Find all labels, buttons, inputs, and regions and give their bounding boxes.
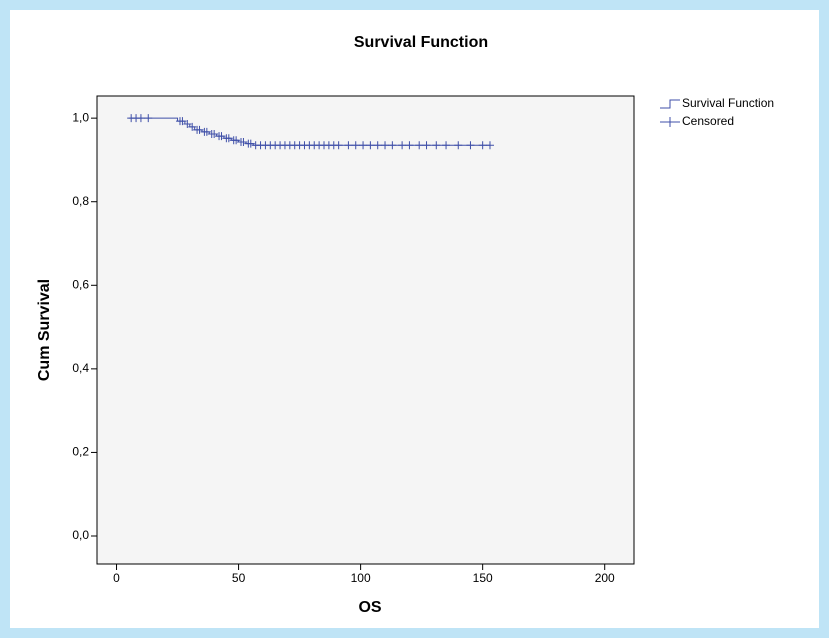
y-axis-label: Cum Survival — [36, 279, 53, 381]
censored-mark — [366, 141, 375, 150]
censored-mark — [224, 134, 233, 143]
y-tick-label: 0,0 — [72, 528, 89, 542]
censored-mark — [183, 119, 192, 128]
legend-symbol — [660, 117, 680, 127]
legend-label: Censored — [682, 114, 734, 128]
x-tick-label: 0 — [113, 571, 120, 585]
y-tick-label: 0,8 — [72, 194, 89, 208]
censored-mark — [334, 141, 343, 150]
censored-mark — [202, 127, 211, 136]
censored-mark — [381, 141, 390, 150]
chart-title: Survival Function — [354, 34, 488, 51]
censored-mark — [217, 132, 226, 141]
censored-mark — [188, 122, 197, 131]
censored-mark — [344, 141, 353, 150]
censored-mark — [454, 141, 463, 150]
censored-mark — [442, 141, 451, 150]
censored-mark — [136, 114, 145, 123]
censored-mark — [359, 141, 368, 150]
censored-mark — [405, 141, 414, 150]
legend-symbol — [660, 99, 680, 109]
censored-mark — [398, 141, 407, 150]
censored-mark — [415, 141, 424, 150]
censored-mark — [210, 130, 219, 139]
plot-area — [96, 95, 635, 565]
censored-mark — [422, 141, 431, 150]
x-tick-label: 150 — [473, 571, 493, 585]
x-axis-label: OS — [358, 599, 381, 616]
censored-mark — [388, 141, 397, 150]
censored-mark — [373, 141, 382, 150]
censored-mark — [239, 137, 248, 146]
legend-label: Survival Function — [682, 96, 774, 110]
censored-mark — [195, 125, 204, 134]
censored-mark — [232, 136, 241, 145]
y-tick-label: 0,4 — [72, 361, 89, 375]
y-tick-label: 0,6 — [72, 277, 89, 291]
y-tick-label: 0,2 — [72, 445, 89, 459]
censored-mark — [351, 141, 360, 150]
y-tick-label: 1,0 — [72, 110, 89, 124]
censored-mark — [478, 141, 487, 150]
censored-mark — [432, 141, 441, 150]
x-tick-label: 100 — [351, 571, 371, 585]
censored-mark — [485, 141, 494, 150]
censored-mark — [178, 117, 187, 126]
censored-mark — [144, 114, 153, 123]
x-tick-label: 50 — [232, 571, 246, 585]
censored-mark — [466, 141, 475, 150]
censored-mark — [246, 139, 255, 148]
x-tick-label: 200 — [595, 571, 615, 585]
